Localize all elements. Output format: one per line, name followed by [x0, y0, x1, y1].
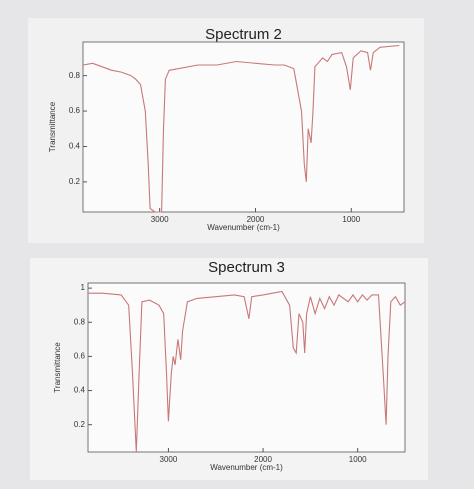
spectrum-line: [82, 44, 400, 213]
x-axis-label: Wavenumber (cm-1): [207, 223, 280, 232]
chart-title: Spectrum 2: [205, 26, 282, 43]
plot-area: [87, 282, 406, 453]
y-axis-label: Transmittance: [48, 101, 57, 152]
x-tick-label: 1000: [349, 455, 367, 464]
spectrum-line: [88, 290, 406, 453]
chart-title: Spectrum 3: [208, 259, 285, 276]
y-tick-label: 0.8: [74, 317, 86, 326]
x-tick-label: 3000: [160, 455, 178, 464]
y-tick-label: 0.2: [69, 177, 81, 186]
x-tick-label: 2000: [254, 455, 272, 464]
y-axis-label: Transmittance: [53, 342, 62, 393]
x-tick-label: 1000: [342, 215, 360, 224]
x-axis-label: Wavenumber (cm-1): [210, 463, 283, 472]
y-tick-label: 0.6: [74, 352, 86, 361]
y-tick-label: 0.6: [69, 106, 81, 115]
y-tick-label: 0.4: [69, 142, 81, 151]
y-tick-label: 0.8: [69, 71, 81, 80]
y-tick-label: 1: [81, 283, 86, 292]
plot-area: [82, 41, 405, 213]
y-tick-label: 0.2: [74, 420, 86, 429]
x-tick-label: 2000: [247, 215, 265, 224]
x-tick-label: 3000: [151, 215, 169, 224]
y-tick-label: 0.4: [74, 386, 86, 395]
